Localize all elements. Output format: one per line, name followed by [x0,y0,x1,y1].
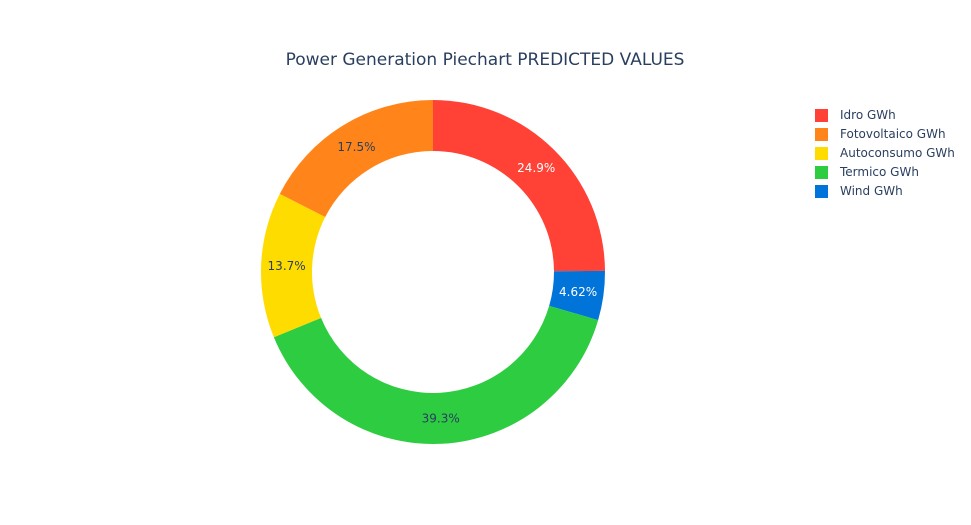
slice-fotovoltaico-gwh[interactable] [279,100,433,218]
slice-label-termico-gwh: 39.3% [422,411,460,425]
legend-swatch-termico-gwh [815,166,828,179]
legend-label-idro-gwh: Idro GWh [840,108,896,122]
slice-label-autoconsumo-gwh: 13.7% [268,259,306,273]
slice-label-idro-gwh: 24.9% [517,161,555,175]
legend-item-termico-gwh[interactable]: Termico GWh [815,165,919,179]
legend-swatch-idro-gwh [815,109,828,122]
slices-layer [260,100,606,444]
slice-labels-layer: 24.9% 4.62% 39.3% 13.7% 17.5% [268,140,598,425]
slice-label-wind-gwh: 4.62% [559,285,597,299]
slice-termico-gwh[interactable] [273,305,599,444]
slice-label-fotovoltaico-gwh: 17.5% [337,140,375,154]
legend-label-autoconsumo-gwh: Autoconsumo GWh [840,146,955,160]
legend-item-wind-gwh[interactable]: Wind GWh [815,184,903,198]
legend-label-wind-gwh: Wind GWh [840,184,903,198]
legend-swatch-autoconsumo-gwh [815,147,828,160]
legend-swatch-fotovoltaico-gwh [815,128,828,141]
legend: Idro GWh Fotovoltaico GWh Autoconsumo GWh T… [815,108,955,198]
legend-item-idro-gwh[interactable]: Idro GWh [815,108,896,122]
chart-title: Power Generation Piechart PREDICTED VALU… [286,50,685,70]
slice-autoconsumo-gwh[interactable] [260,193,326,338]
legend-item-autoconsumo-gwh[interactable]: Autoconsumo GWh [815,146,955,160]
legend-swatch-wind-gwh [815,185,828,198]
legend-label-termico-gwh: Termico GWh [839,165,919,179]
slice-idro-gwh[interactable] [433,100,605,272]
legend-item-fotovoltaico-gwh[interactable]: Fotovoltaico GWh [815,127,946,141]
slice-wind-gwh[interactable] [549,270,606,321]
legend-label-fotovoltaico-gwh: Fotovoltaico GWh [840,127,946,141]
